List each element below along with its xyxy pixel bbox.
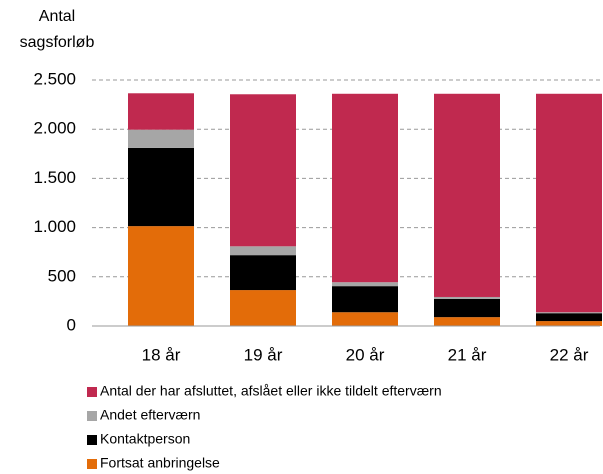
y-tick-label: 0: [67, 315, 76, 334]
bar-segment: [536, 321, 602, 326]
legend-swatch: [87, 459, 97, 469]
bar-segment: [128, 129, 194, 148]
bar-segment: [536, 312, 602, 314]
bar-segment: [536, 313, 602, 322]
legend-swatch: [87, 411, 97, 421]
bar-segment: [332, 312, 398, 326]
x-tick-label: 19 år: [244, 345, 283, 364]
legend-label: Fortsat anbringelse: [100, 455, 220, 471]
legend-label: Antal der har afsluttet, afslået eller i…: [100, 383, 442, 399]
bar-segment: [434, 296, 500, 299]
bar-segment: [128, 226, 194, 326]
y-tick-label: 500: [48, 266, 76, 285]
legend-label: Kontaktperson: [100, 431, 190, 447]
x-tick-label: 21 år: [448, 345, 487, 364]
bar-segment: [128, 93, 194, 130]
bar-segment: [230, 246, 296, 256]
legend-swatch: [87, 435, 97, 445]
bar-segment: [536, 93, 602, 313]
bar-segment: [332, 282, 398, 287]
bar-segment: [332, 286, 398, 313]
y-tick-label: 2.000: [33, 119, 76, 138]
y-tick-label: 2.500: [33, 69, 76, 88]
bar-segment: [434, 317, 500, 326]
bar-segment: [128, 147, 194, 227]
y-axis-title: Antal sagsforløb: [19, 8, 95, 51]
bar-segment: [230, 290, 296, 326]
bar-segment: [230, 94, 296, 247]
y-tick-label: 1.000: [33, 217, 76, 236]
bar-segment: [434, 298, 500, 318]
y-tick-label: 1.500: [33, 168, 76, 187]
x-tick-label: 20 år: [346, 345, 385, 364]
bar-segment: [230, 255, 296, 291]
bar-segment: [434, 93, 500, 297]
legend-label: Andet efterværn: [100, 407, 200, 423]
legend-swatch: [87, 387, 97, 397]
bar-segment: [332, 93, 398, 283]
x-tick-label: 22 år: [550, 345, 589, 364]
x-tick-label: 18 år: [142, 345, 181, 364]
